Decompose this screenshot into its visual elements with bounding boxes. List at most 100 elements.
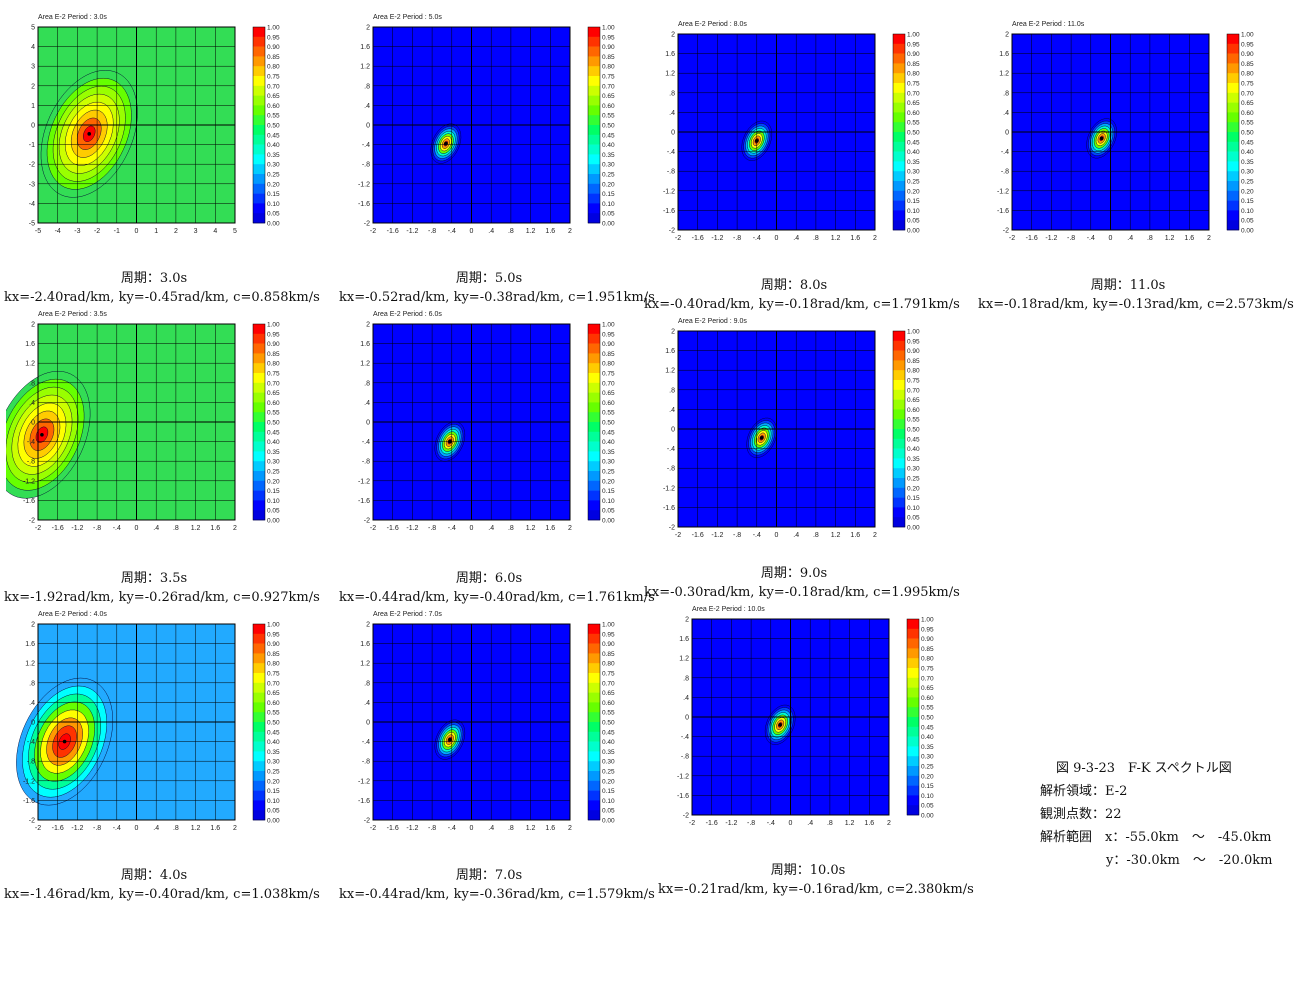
colorbar-swatch bbox=[907, 785, 919, 796]
colorbar-swatch bbox=[253, 461, 265, 472]
colorbar-tick-label: 0.10 bbox=[907, 505, 920, 512]
x-tick-label: 0 bbox=[1109, 235, 1113, 242]
colorbar-swatch bbox=[1227, 53, 1239, 64]
colorbar-swatch bbox=[253, 741, 265, 752]
x-tick-label: 0 bbox=[470, 525, 474, 532]
colorbar-tick-label: 0.35 bbox=[602, 749, 615, 756]
colorbar-swatch bbox=[253, 673, 265, 684]
x-tick-label: 1.6 bbox=[850, 532, 860, 539]
colorbar-swatch bbox=[253, 363, 265, 374]
plot-title: Area E-2 Period : 8.0s bbox=[678, 21, 747, 28]
y-tick-label: 2 bbox=[366, 322, 370, 329]
colorbar-swatch bbox=[893, 151, 905, 162]
colorbar-frame bbox=[587, 26, 601, 224]
colorbar-swatch bbox=[907, 805, 919, 816]
colorbar-tick-label: 0.35 bbox=[267, 449, 280, 456]
colorbar-swatch bbox=[893, 200, 905, 211]
colorbar-swatch bbox=[907, 766, 919, 777]
y-tick-label: -1.2 bbox=[358, 181, 370, 188]
colorbar-tick-label: 1.00 bbox=[1241, 32, 1254, 39]
colorbar-tick-label: 0.40 bbox=[267, 439, 280, 446]
colorbar-swatch bbox=[907, 687, 919, 698]
colorbar-tick-label: 0.65 bbox=[907, 397, 920, 404]
colorbar-swatch bbox=[253, 36, 265, 47]
colorbar-swatch bbox=[588, 480, 600, 491]
colorbar-tick-label: 0.35 bbox=[907, 159, 920, 166]
colorbar-swatch bbox=[253, 761, 265, 772]
colorbar-tick-label: 0.75 bbox=[602, 371, 615, 378]
colorbar-tick-label: 0.55 bbox=[907, 120, 920, 127]
y-tick-label: -.4 bbox=[27, 739, 35, 746]
colorbar-swatch bbox=[907, 668, 919, 679]
colorbar-frame bbox=[892, 330, 906, 528]
colorbar-swatch bbox=[588, 134, 600, 145]
colorbar-tick-label: 0.30 bbox=[602, 459, 615, 466]
colorbar-frame bbox=[252, 323, 266, 521]
colorbar-tick-label: 0.35 bbox=[921, 744, 934, 751]
y-tick-label: -1.2 bbox=[23, 478, 35, 485]
y-tick-label: 0 bbox=[671, 427, 675, 434]
plot-frame bbox=[37, 623, 236, 821]
colorbar-swatch bbox=[253, 682, 265, 693]
colorbar-tick-label: 0.35 bbox=[602, 449, 615, 456]
colorbar-swatch bbox=[253, 193, 265, 204]
x-tick-label: -1.6 bbox=[1026, 235, 1038, 242]
y-tick-label: -.4 bbox=[27, 439, 35, 446]
colorbar-tick-label: 0.90 bbox=[602, 641, 615, 648]
y-tick-label: -1.6 bbox=[358, 201, 370, 208]
colorbar-tick-label: 0.90 bbox=[921, 636, 934, 643]
colorbar-swatch bbox=[588, 66, 600, 77]
x-tick-label: -.4 bbox=[448, 228, 456, 235]
colorbar-tick-label: 1.00 bbox=[907, 32, 920, 39]
colorbar-tick-label: 0.90 bbox=[602, 44, 615, 51]
colorbar-swatch bbox=[1227, 220, 1239, 231]
colorbar-tick-label: 0.20 bbox=[267, 778, 280, 785]
colorbar-tick-label: 0.95 bbox=[921, 626, 934, 633]
y-tick-label: 2 bbox=[31, 622, 35, 629]
fk-heatmap: -2 -1.6 -1.2 -.8 -.4 0 .4 .8 1.2 1.6 2 2 1.6 1.2 .8 .4 0… bbox=[646, 30, 946, 256]
y-tick-label: .4 bbox=[29, 400, 35, 407]
x-tick-label: -1.2 bbox=[1045, 235, 1057, 242]
colorbar-swatch bbox=[253, 441, 265, 452]
colorbar-swatch bbox=[253, 353, 265, 364]
wavenumber-caption: kx=-0.40rad/km, ky=-0.18rad/km, c=1.791k… bbox=[644, 297, 960, 312]
y-tick-label: -.8 bbox=[27, 759, 35, 766]
x-tick-label: -2 bbox=[689, 820, 695, 827]
peak-marker bbox=[87, 132, 92, 136]
colorbar-swatch bbox=[893, 497, 905, 508]
colorbar-tick-label: 0.00 bbox=[602, 518, 615, 525]
x-tick-label: -1.2 bbox=[71, 825, 83, 832]
colorbar-tick-label: 0.85 bbox=[267, 651, 280, 658]
y-tick-label: 2 bbox=[1005, 32, 1009, 39]
x-tick-label: .8 bbox=[508, 525, 514, 532]
x-tick-label: 2 bbox=[873, 532, 877, 539]
colorbar-tick-label: 0.70 bbox=[1241, 90, 1254, 97]
y-tick-label: 5 bbox=[31, 25, 35, 32]
x-tick-label: 1.2 bbox=[831, 235, 841, 242]
colorbar-swatch bbox=[253, 373, 265, 384]
colorbar-tick-label: 0.35 bbox=[907, 456, 920, 463]
x-tick-label: -.4 bbox=[1087, 235, 1095, 242]
colorbar-tick-label: 0.70 bbox=[907, 90, 920, 97]
y-tick-label: -5 bbox=[29, 221, 35, 228]
colorbar-swatch bbox=[588, 125, 600, 136]
colorbar-swatch bbox=[588, 353, 600, 364]
y-tick-label: 0 bbox=[671, 130, 675, 137]
fk-heatmap-svg: -2 -1.6 -1.2 -.8 -.4 0 .4 .8 1.2 1.6 2 2 1.6 1.2 .8 .4 0… bbox=[358, 322, 615, 533]
x-tick-label: .8 bbox=[508, 825, 514, 832]
colorbar-swatch bbox=[253, 105, 265, 116]
y-tick-label: .8 bbox=[669, 387, 675, 394]
y-tick-label: 0 bbox=[1005, 130, 1009, 137]
colorbar-tick-label: 1.00 bbox=[602, 622, 615, 629]
colorbar-tick-label: 0.80 bbox=[907, 71, 920, 78]
colorbar-tick-label: 0.50 bbox=[907, 130, 920, 137]
colorbar-tick-label: 0.05 bbox=[1241, 218, 1254, 225]
colorbar-tick-label: 0.45 bbox=[1241, 139, 1254, 146]
fk-heatmap-svg: -2 -1.6 -1.2 -.8 -.4 0 .4 .8 1.2 1.6 2 2 1.6 1.2 .8 .4 0… bbox=[677, 617, 934, 828]
colorbar-swatch bbox=[907, 648, 919, 659]
y-tick-label: .4 bbox=[364, 400, 370, 407]
x-tick-label: 1.6 bbox=[545, 525, 555, 532]
fk-heatmap-svg: -2 -1.6 -1.2 -.8 -.4 0 .4 .8 1.2 1.6 2 2 1.6 1.2 .8 .4 0… bbox=[358, 25, 615, 236]
x-tick-label: 2 bbox=[568, 825, 572, 832]
colorbar-tick-label: 0.85 bbox=[267, 351, 280, 358]
